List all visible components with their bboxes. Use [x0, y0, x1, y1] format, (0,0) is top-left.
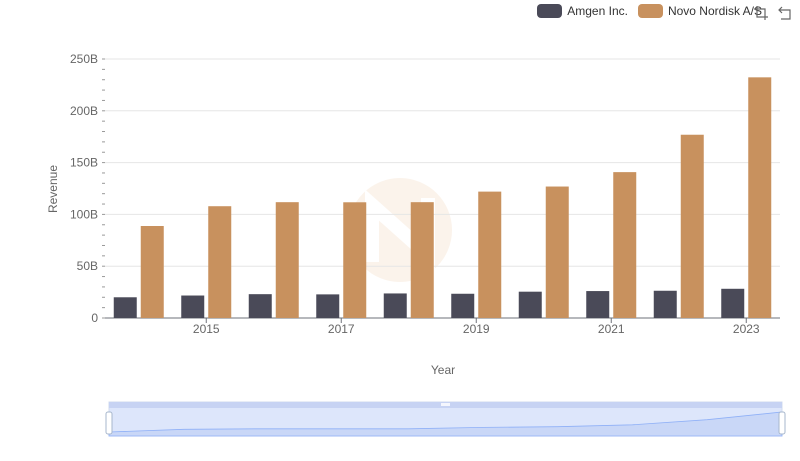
bar-amgen-2019: [451, 293, 475, 318]
toolbox: [754, 6, 792, 20]
y-axis-title: Revenue: [46, 165, 60, 213]
bar-novo-2014: [140, 226, 164, 318]
legend-item-amgen[interactable]: Amgen Inc.: [537, 4, 628, 18]
slider-handle-right[interactable]: [778, 411, 786, 435]
bar-novo-2022: [680, 134, 704, 318]
slider-preview-area: [108, 411, 783, 437]
y-tick-label: 0: [91, 311, 98, 325]
bar-novo-2020: [545, 186, 569, 318]
bar-novo-2015: [208, 206, 232, 318]
y-tick-label: 50B: [77, 259, 98, 273]
x-tick-label: 2019: [463, 322, 490, 336]
x-tick-label: 2015: [193, 322, 220, 336]
bar-amgen-2018: [383, 293, 407, 318]
legend: Amgen Inc. Novo Nordisk A/S: [537, 4, 762, 18]
bar-amgen-2014: [113, 297, 137, 318]
bar-novo-2019: [478, 191, 502, 318]
bar-novo-2016: [275, 202, 299, 318]
zoom-icon[interactable]: [754, 6, 768, 20]
x-tick-label: 2017: [328, 322, 355, 336]
y-tick-label: 100B: [70, 207, 98, 221]
bar-amgen-2022: [653, 290, 677, 318]
bar-amgen-2020: [518, 291, 542, 318]
bar-novo-2023: [748, 77, 772, 319]
bar-novo-2017: [343, 202, 367, 318]
y-tick-label: 150B: [70, 156, 98, 170]
x-tick-label: 2021: [598, 322, 625, 336]
x-axis: 2015 2017 2019 2021 2023: [105, 317, 780, 336]
x-tick-label: 2023: [733, 322, 760, 336]
slider-handle-left[interactable]: [105, 411, 113, 435]
restore-icon[interactable]: [778, 6, 792, 20]
bar-amgen-2017: [316, 294, 340, 318]
bars: [113, 77, 772, 319]
bar-novo-2018: [410, 202, 434, 318]
legend-item-novo[interactable]: Novo Nordisk A/S: [637, 4, 762, 18]
bar-amgen-2021: [586, 291, 610, 318]
bar-amgen-2015: [181, 295, 205, 318]
data-zoom-slider[interactable]: [105, 401, 786, 437]
slider-grip-icon[interactable]: [441, 403, 450, 406]
y-tick-label: 200B: [70, 104, 98, 118]
bar-amgen-2016: [248, 294, 272, 318]
bar-novo-2021: [613, 172, 637, 318]
y-tick-label: 250B: [70, 52, 98, 66]
legend-swatch-amgen: [537, 4, 563, 18]
legend-swatch-novo: [637, 4, 663, 18]
y-axis: 0 50B 100B 150B 200B 250B: [70, 52, 105, 325]
legend-label-amgen: Amgen Inc.: [567, 4, 628, 18]
bar-amgen-2023: [721, 288, 745, 318]
x-axis-title: Year: [431, 363, 455, 377]
legend-label-novo: Novo Nordisk A/S: [667, 4, 762, 18]
